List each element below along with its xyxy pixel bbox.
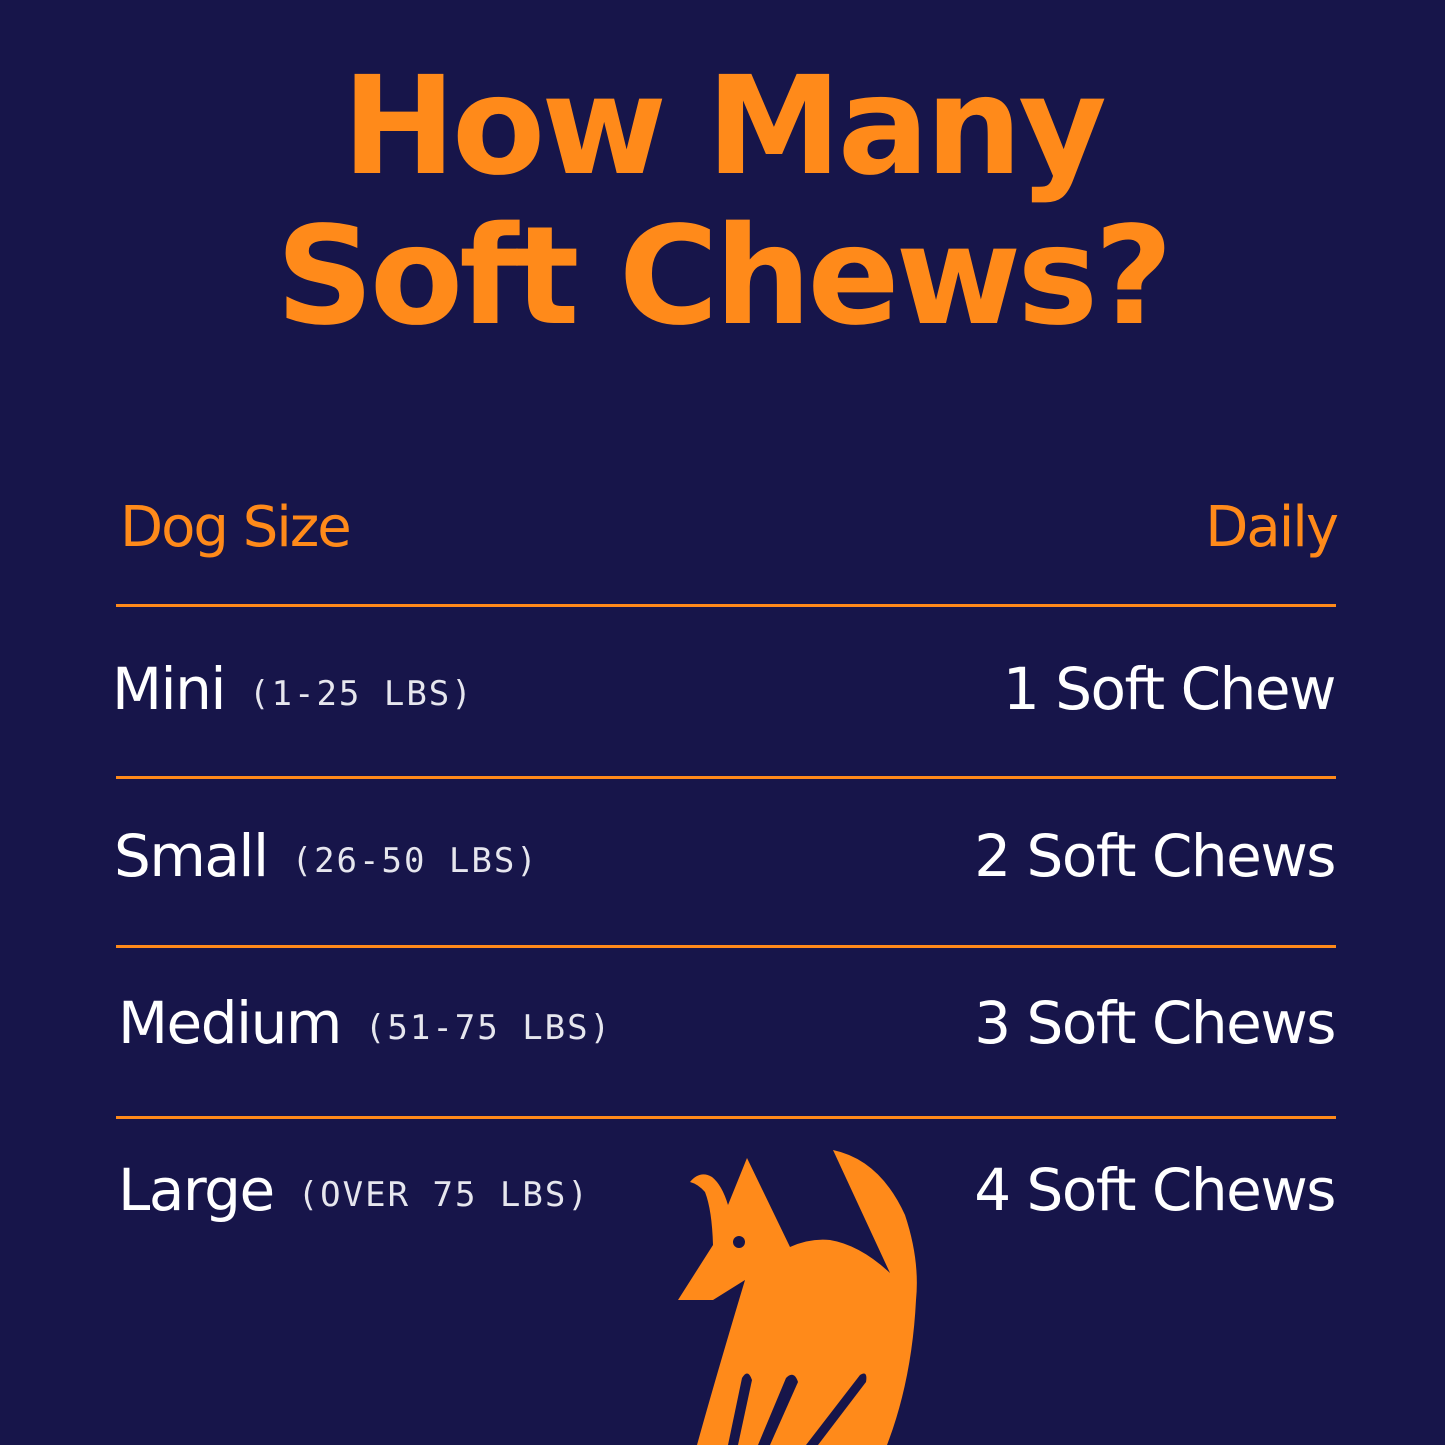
divider	[116, 945, 1336, 948]
row-small-daily: 2 Soft Chews	[974, 822, 1336, 890]
divider	[116, 776, 1336, 779]
header-dog-size: Dog Size	[120, 495, 352, 560]
title-line-1: How Many	[342, 48, 1107, 206]
divider	[116, 1116, 1336, 1119]
weight-range: (OVER 75 LBS)	[297, 1175, 590, 1215]
size-label: Large	[118, 1156, 275, 1224]
size-label: Small	[114, 822, 269, 890]
page-title: How Many Soft Chews?	[0, 52, 1445, 352]
row-medium-size: Medium (51-75 LBS)	[118, 989, 612, 1057]
row-large-size: Large (OVER 75 LBS)	[118, 1156, 590, 1224]
size-label: Medium	[118, 989, 342, 1057]
weight-range: (26-50 LBS)	[291, 841, 539, 881]
row-medium-daily: 3 Soft Chews	[974, 989, 1336, 1057]
weight-range: (1-25 LBS)	[249, 674, 474, 714]
row-small-size: Small (26-50 LBS)	[114, 822, 539, 890]
divider	[116, 604, 1336, 607]
row-large-daily: 4 Soft Chews	[974, 1156, 1336, 1224]
size-label: Mini	[112, 655, 227, 723]
title-line-2: Soft Chews?	[275, 198, 1173, 356]
row-mini-size: Mini (1-25 LBS)	[112, 655, 474, 723]
weight-range: (51-75 LBS)	[364, 1008, 613, 1048]
header-daily: Daily	[1205, 495, 1339, 560]
row-mini-daily: 1 Soft Chew	[1002, 655, 1337, 723]
